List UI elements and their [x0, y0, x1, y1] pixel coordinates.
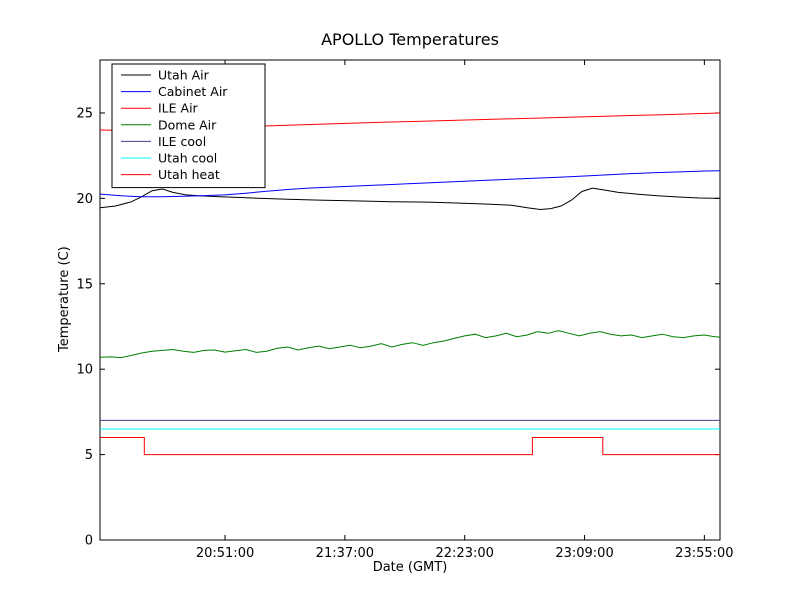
y-tick-label: 5	[85, 448, 93, 463]
legend-label-utah-cool: Utah cool	[158, 151, 217, 166]
series-line-dome-air	[99, 330, 721, 359]
legend-label-ile-cool: ILE cool	[158, 134, 206, 149]
legend-label-utah-heat: Utah heat	[158, 167, 220, 182]
chart-title: APOLLO Temperatures	[321, 30, 499, 49]
x-tick-label: 20:51:00	[196, 546, 254, 561]
series-line-utah-air	[99, 187, 721, 211]
legend-box	[111, 63, 266, 189]
x-tick-label: 23:09:00	[555, 546, 613, 561]
legend-label-cabinet-air: Cabinet Air	[158, 84, 228, 99]
plot-border	[99, 59, 721, 541]
legend-label-ile-air: ILE Air	[158, 101, 199, 116]
x-tick-label: 21:37:00	[316, 546, 374, 561]
legend-label-utah-air: Utah Air	[158, 68, 210, 83]
x-tick-label: 22:23:00	[436, 546, 494, 561]
x-axis-label: Date (GMT)	[372, 560, 448, 575]
y-tick-label: 10	[76, 363, 93, 378]
y-tick-label: 15	[76, 277, 93, 292]
y-tick-label: 20	[76, 192, 93, 207]
y-tick-label: 0	[85, 534, 93, 549]
y-tick-label: 25	[76, 106, 93, 121]
series-line-utah-heat	[100, 437, 720, 456]
series-line-cabinet-air	[99, 170, 721, 198]
legend-label-dome-air: Dome Air	[158, 117, 217, 132]
x-tick-label: 23:55:00	[675, 546, 733, 561]
